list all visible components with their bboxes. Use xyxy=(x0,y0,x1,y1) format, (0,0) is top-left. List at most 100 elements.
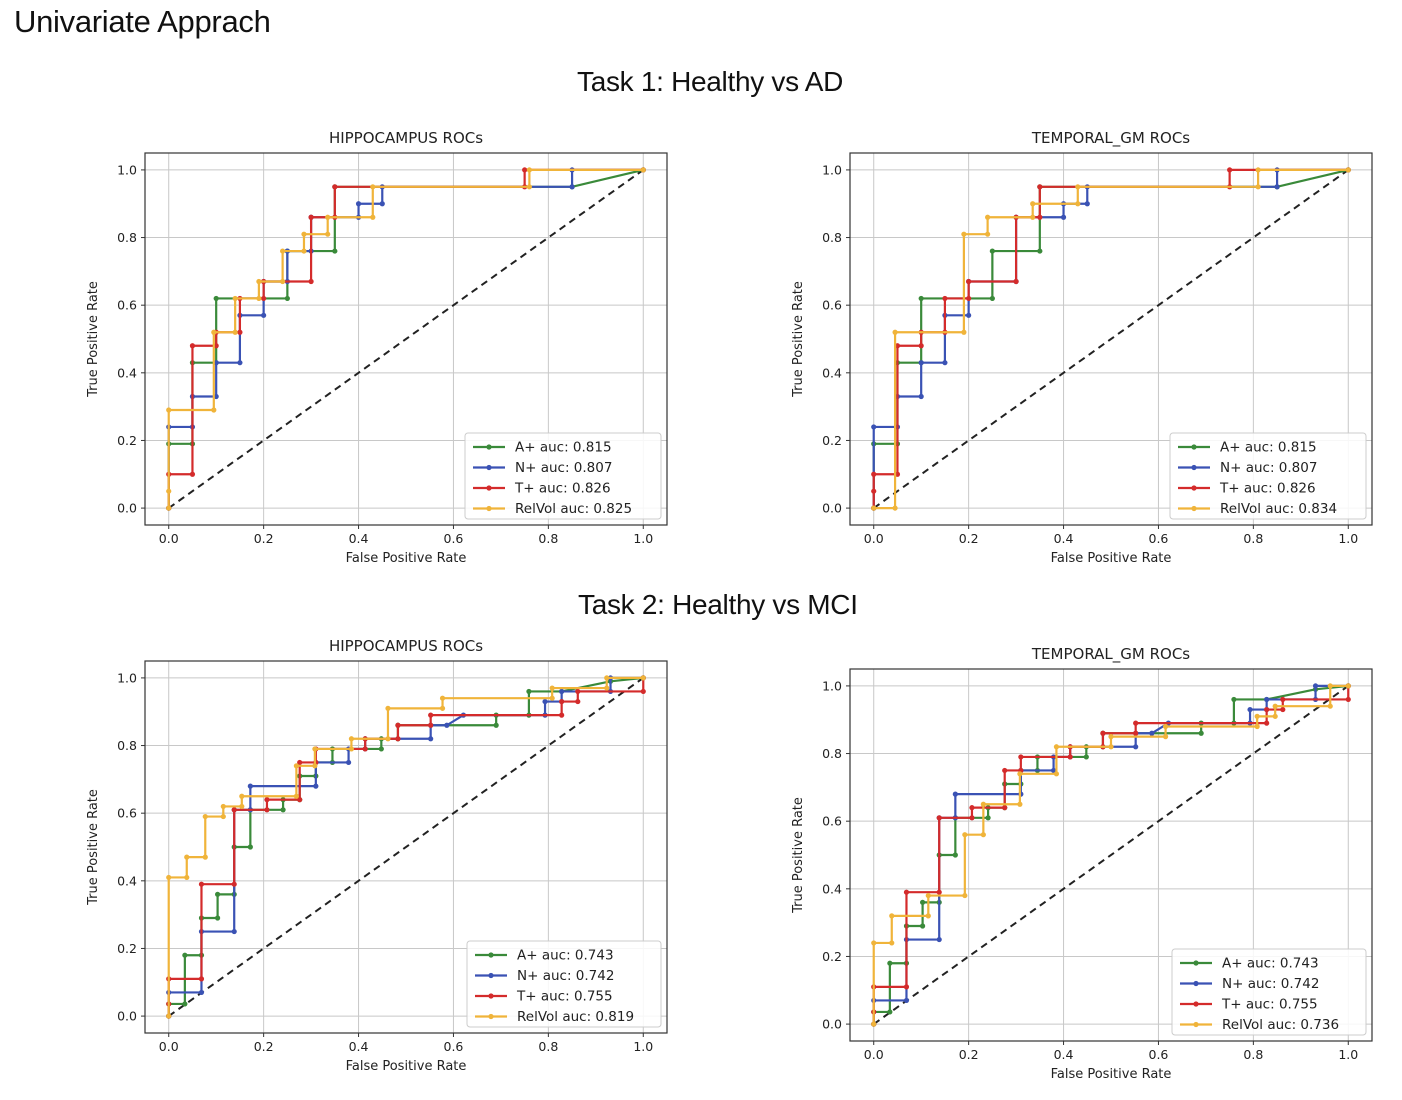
roc-point xyxy=(345,759,352,766)
roc-point xyxy=(569,184,575,190)
roc-point xyxy=(264,807,270,813)
roc-chart-task1-temporal-gm: TEMPORAL_GM ROCs 0.0 0.2 0.4 0.6 0.8 1.0 0.0 0.2… xyxy=(791,129,1373,566)
roc-point xyxy=(1264,706,1270,713)
x-tick-label: 0.8 xyxy=(1243,1047,1263,1062)
roc-point xyxy=(332,184,338,190)
roc-point xyxy=(1075,201,1081,207)
series-relvol xyxy=(871,683,1351,1027)
roc-point xyxy=(969,815,975,821)
roc-point xyxy=(312,763,318,769)
roc-point xyxy=(985,815,991,821)
roc-point xyxy=(549,685,555,691)
y-tick-label: 0.8 xyxy=(822,746,842,761)
roc-point xyxy=(1013,278,1019,285)
roc-point xyxy=(215,891,221,897)
legend-marker xyxy=(488,993,494,999)
roc-point xyxy=(198,881,205,887)
y-axis-label: True Positive Rate xyxy=(86,789,101,906)
roc-point xyxy=(559,688,565,695)
roc-point xyxy=(1272,703,1278,709)
roc-point xyxy=(239,803,245,810)
y-tick-label: 0.2 xyxy=(117,941,137,956)
roc-chart-task2-temporal-gm: TEMPORAL_GM ROCs 0.0 0.2 0.4 0.6 0.8 1.0 0.0 0.2… xyxy=(791,645,1373,1082)
roc-point xyxy=(189,471,196,477)
task2-title: Task 2: Healthy vs MCI xyxy=(578,589,858,620)
legend-label: N+ auc: 0.807 xyxy=(515,460,612,476)
legend-label: A+ auc: 0.815 xyxy=(515,440,612,456)
x-axis-label: False Positive Rate xyxy=(1051,1067,1172,1082)
roc-point xyxy=(1053,744,1060,750)
roc-point xyxy=(1108,744,1114,750)
legend-box xyxy=(464,432,662,520)
series-relvol xyxy=(166,167,646,511)
roc-point xyxy=(1327,703,1333,709)
roc-point xyxy=(280,248,286,254)
roc-point xyxy=(1133,730,1139,736)
roc-point xyxy=(526,688,532,695)
legend-label: RelVol auc: 0.736 xyxy=(1222,1017,1339,1033)
x-tick-label: 0.8 xyxy=(538,1039,558,1054)
roc-point xyxy=(640,675,646,681)
roc-point xyxy=(237,329,243,335)
legend-marker xyxy=(1193,980,1199,987)
roc-point xyxy=(428,736,434,742)
roc-point xyxy=(308,278,314,285)
roc-chart-task2-hippocampus: HIPPOCAMPUS ROCs 0.0 0.2 0.4 0.6 0.8 1.0 0.0 0.2… xyxy=(86,637,668,1074)
legend-label: T+ auc: 0.826 xyxy=(514,481,611,497)
roc-point xyxy=(1254,723,1260,730)
roc-point xyxy=(444,722,450,728)
roc-point xyxy=(348,736,355,742)
roc-point xyxy=(202,813,208,820)
plot-frame xyxy=(849,152,1373,526)
roc-point xyxy=(925,892,931,899)
roc-point xyxy=(166,407,172,413)
roc-point xyxy=(284,295,290,302)
roc-point xyxy=(887,960,893,966)
legend-marker xyxy=(1193,960,1199,966)
roc-point xyxy=(256,295,262,302)
roc-point xyxy=(182,952,188,958)
x-tick-label: 0.2 xyxy=(959,531,979,546)
roc-point xyxy=(247,844,253,850)
roc-point xyxy=(903,889,910,895)
roc-point xyxy=(220,803,226,810)
chart-title: HIPPOCAMPUS ROCs xyxy=(329,637,483,655)
roc-point xyxy=(969,805,975,811)
roc-point xyxy=(871,940,877,946)
x-tick-label: 0.4 xyxy=(1054,531,1074,546)
roc-point xyxy=(1037,184,1043,190)
legend: A+ auc: 0.743 N+ auc: 0.742 T+ auc: 0.755 R… xyxy=(466,940,662,1028)
roc-point xyxy=(325,214,331,220)
roc-point xyxy=(385,705,391,711)
roc-point xyxy=(966,278,972,285)
x-tick-label: 0.0 xyxy=(159,531,179,546)
x-axis-label: False Positive Rate xyxy=(346,551,467,566)
roc-point xyxy=(1030,201,1036,207)
roc-point xyxy=(370,184,376,190)
roc-point xyxy=(1067,754,1073,760)
roc-point xyxy=(871,488,877,494)
roc-point xyxy=(936,889,942,895)
roc-point xyxy=(215,915,221,921)
plot-frame xyxy=(144,660,668,1034)
legend-marker xyxy=(488,972,494,979)
x-tick-label: 1.0 xyxy=(1338,1047,1358,1062)
roc-point xyxy=(918,343,924,349)
roc-point xyxy=(871,471,877,477)
roc-point xyxy=(892,505,898,511)
y-tick-label: 0.6 xyxy=(822,298,842,313)
roc-point xyxy=(892,329,898,335)
roc-curve xyxy=(167,168,644,509)
roc-point xyxy=(1083,754,1089,760)
roc-point xyxy=(961,329,967,335)
roc-point xyxy=(1231,696,1237,703)
roc-point xyxy=(348,746,355,752)
roc-point xyxy=(355,201,362,207)
chance-line xyxy=(873,169,1349,509)
roc-point xyxy=(313,783,319,789)
legend-label: RelVol auc: 0.825 xyxy=(515,501,632,517)
roc-point xyxy=(239,793,245,799)
legend-label: N+ auc: 0.742 xyxy=(1222,976,1319,992)
roc-point xyxy=(1100,730,1106,736)
roc-point xyxy=(1247,706,1253,713)
